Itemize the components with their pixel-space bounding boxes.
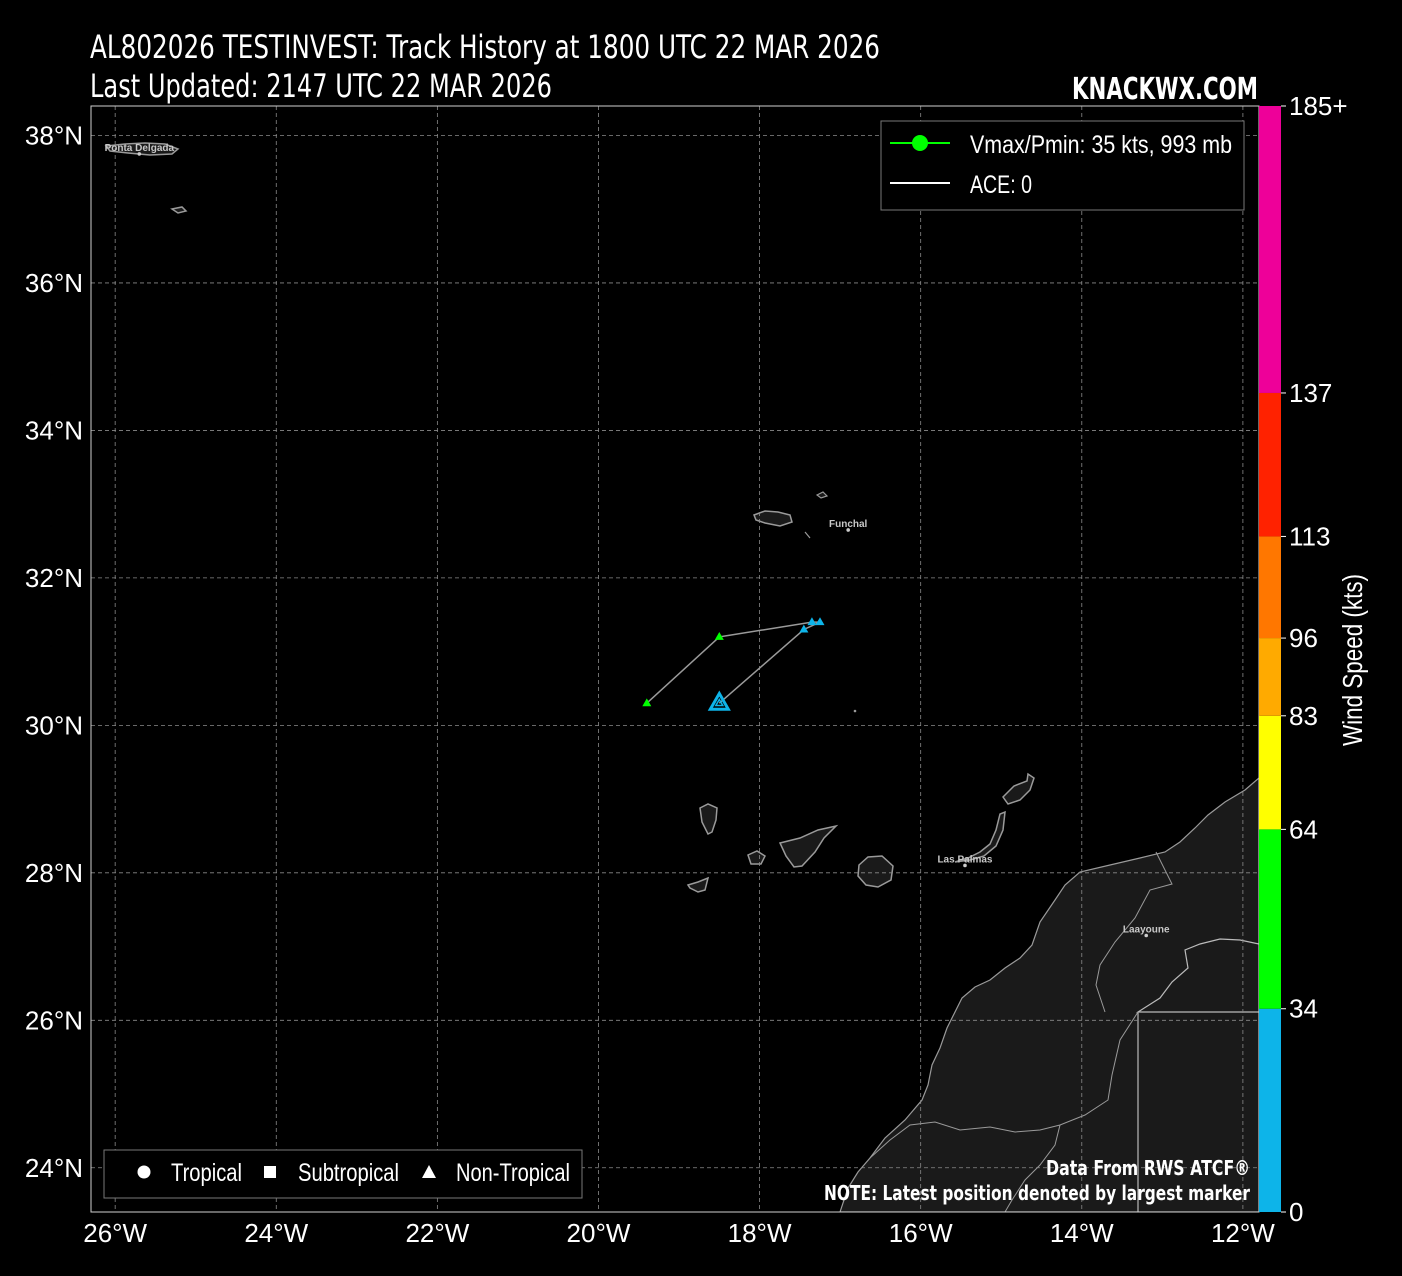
latest-position-inner-marker — [714, 697, 725, 707]
storm-type-legend-box — [103, 1149, 583, 1199]
fuerteventura-island — [954, 810, 1006, 863]
longitude-tick-labels: 26°W 24°W 22°W 20°W 18°W 16°W 14°W 12°W — [83, 1218, 1275, 1248]
intensity-legend-box — [880, 120, 1245, 211]
intensity-legend: Vmax/Pmin: 35 kts, 993 mb ACE: 0 — [880, 120, 1245, 211]
la-gomera-island — [747, 850, 766, 865]
porto-santo-island — [815, 491, 829, 499]
track-point-marker — [799, 624, 809, 633]
longitude-tick-label: 20°W — [567, 1218, 631, 1248]
longitude-tick-label: 24°W — [244, 1218, 308, 1248]
longitude-tick-label: 16°W — [889, 1218, 953, 1248]
city-label: Laayoune — [1123, 925, 1170, 936]
colorbar-band — [1259, 392, 1281, 537]
city-labels: Ponta Delgada Funchal Las Palmas Laayoune — [105, 143, 1170, 938]
colorbar-tick-label: 64 — [1289, 814, 1318, 844]
colorbar-band — [1259, 1008, 1281, 1212]
latitude-tick-label: 30°N — [25, 710, 83, 740]
latitude-tick-label: 24°N — [25, 1153, 83, 1183]
colorbar-tick-label: 96 — [1289, 623, 1318, 653]
non-tropical-legend-label: Non-Tropical — [456, 1159, 570, 1187]
latest-position-note: NOTE: Latest position denoted by largest… — [824, 1181, 1250, 1205]
colorbar-band — [1259, 829, 1281, 1009]
track-line — [646, 621, 821, 704]
title-line-1: AL802026 TESTINVEST: Track History at 18… — [90, 28, 880, 66]
longitude-tick-label: 26°W — [83, 1218, 147, 1248]
brand-watermark: KNACKWX.COM — [1072, 72, 1258, 107]
colorbar-label: Wind Speed (kts) — [1337, 574, 1368, 746]
latitude-tick-label: 26°N — [25, 1005, 83, 1035]
azores-santa-maria-island — [170, 206, 188, 214]
city-marker — [137, 152, 142, 156]
city-label: Ponta Delgada — [105, 143, 175, 154]
non-tropical-legend-marker — [422, 1165, 436, 1178]
ace-legend-label: ACE: 0 — [970, 171, 1032, 199]
border-line — [1135, 938, 1259, 1013]
el-hierro-island — [686, 876, 710, 893]
madeira-island — [753, 510, 793, 527]
desertas-islands — [804, 531, 811, 539]
latitude-tick-label: 34°N — [25, 415, 83, 445]
colorbar-band — [1259, 638, 1281, 716]
tropical-legend-marker — [137, 1165, 151, 1179]
la-palma-island — [699, 803, 718, 836]
tropical-legend-label: Tropical — [171, 1159, 242, 1187]
storm-type-legend: Tropical Subtropical Non-Tropical — [103, 1149, 583, 1199]
latitude-tick-label: 38°N — [25, 120, 83, 150]
city-label: Funchal — [829, 519, 868, 530]
latest-position-marker — [707, 690, 731, 711]
colorbar-tick-label: 83 — [1289, 701, 1318, 731]
latitude-tick-label: 32°N — [25, 563, 83, 593]
track-point-marker — [714, 632, 724, 640]
data-source-note: Data From RWS ATCF® — [1046, 1156, 1250, 1180]
colorbar-tick-label: 0 — [1289, 1197, 1303, 1227]
track-point-marker — [642, 698, 652, 707]
selvagens-islet — [853, 709, 857, 713]
storm-track — [642, 617, 825, 711]
longitude-tick-label: 18°W — [728, 1218, 792, 1248]
map-plot-area: Ponta Delgada Funchal Las Palmas Laayoune 2… — [25, 105, 1275, 1248]
border-line — [869, 1011, 1139, 1159]
border-line — [1004, 1124, 1061, 1212]
city-marker — [963, 863, 967, 868]
title-line-2: Last Updated: 2147 UTC 22 MAR 2026 — [90, 67, 552, 105]
latitude-tick-labels: 38°N 36°N 34°N 32°N 30°N 28°N 26°N 24°N — [25, 120, 83, 1182]
subtropical-legend-label: Subtropical — [298, 1159, 399, 1187]
longitude-tick-label: 12°W — [1211, 1218, 1275, 1248]
city-label: Las Palmas — [937, 854, 992, 865]
track-point-marker — [807, 617, 817, 626]
border-line — [1095, 851, 1173, 1013]
latitude-tick-label: 28°N — [25, 858, 83, 888]
azores-sao-miguel-island — [104, 142, 180, 156]
colorbar-band — [1259, 106, 1281, 393]
colorbar-tick-label: 34 — [1289, 994, 1318, 1024]
colorbar-tick-label: 137 — [1289, 378, 1332, 408]
longitude-tick-label: 14°W — [1050, 1218, 1114, 1248]
subtropical-legend-marker — [264, 1166, 276, 1178]
vmax-legend-label: Vmax/Pmin: 35 kts, 993 mb — [970, 131, 1232, 159]
tenerife-island — [778, 824, 839, 868]
colorbar-band — [1259, 715, 1281, 830]
longitude-tick-label: 22°W — [405, 1218, 469, 1248]
city-marker — [846, 528, 850, 532]
colorbar-tick-label: 113 — [1289, 521, 1330, 551]
colorbar-tick-label: 185+ — [1289, 91, 1348, 121]
latitude-tick-label: 36°N — [25, 268, 83, 298]
vmax-legend-marker — [912, 135, 928, 151]
africa-landmass — [839, 777, 1259, 1212]
city-marker — [1144, 933, 1149, 938]
gran-canaria-island — [857, 855, 894, 888]
wind-speed-colorbar: 0 34 64 83 96 113 137 185+ — [1259, 91, 1348, 1227]
track-point-marker — [815, 617, 825, 626]
colorbar-band — [1259, 536, 1281, 639]
lanzarote-island — [1002, 772, 1035, 805]
